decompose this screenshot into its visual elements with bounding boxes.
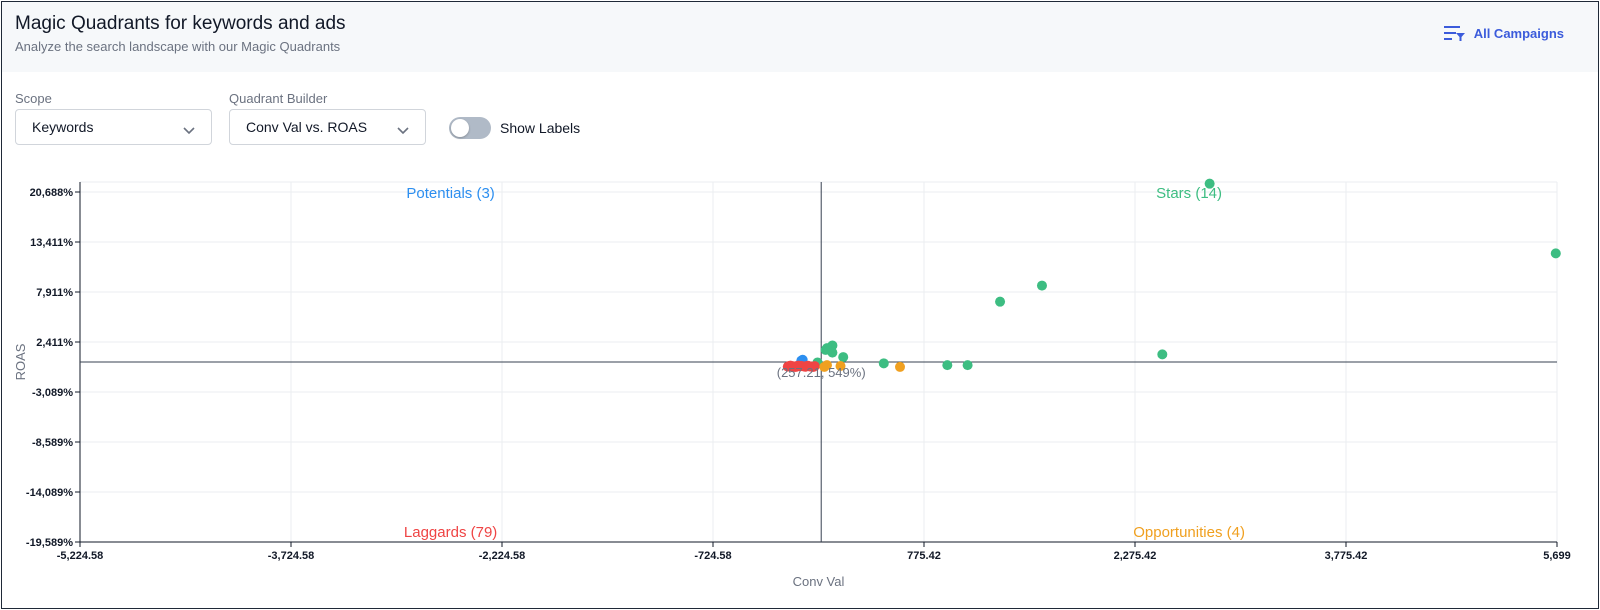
filter-list-icon — [1443, 24, 1466, 42]
quadrant-center-label: (257.21, 549%) — [777, 365, 866, 380]
data-point-stars — [942, 360, 953, 371]
y-tick-label: -19,589% — [26, 537, 73, 549]
quadrant-builder-label: Quadrant Builder — [229, 91, 328, 106]
x-tick-label: -3,724.58 — [268, 550, 314, 562]
chevron-down-icon — [183, 122, 195, 138]
data-point-stars — [1550, 248, 1561, 259]
x-tick-label: 3,775.42 — [1325, 550, 1368, 562]
y-tick-label: 2,411% — [36, 337, 73, 349]
quadrant-builder-select[interactable]: Conv Val vs. ROAS — [229, 109, 426, 145]
data-point-opportunities — [821, 360, 832, 371]
data-point-opportunities — [895, 361, 906, 372]
data-point-stars — [962, 360, 973, 371]
data-point-stars — [827, 347, 838, 358]
y-tick-label: 7,911% — [36, 287, 73, 299]
page-header: Magic Quadrants for keywords and ads Ana… — [2, 2, 1598, 72]
y-tick-label: 13,411% — [30, 237, 73, 249]
page-subtitle: Analyze the search landscape with our Ma… — [15, 39, 341, 54]
quadrant-label-potentials: Potentials (3) — [406, 185, 494, 202]
y-tick-label: -14,089% — [26, 487, 73, 499]
data-point-stars — [1204, 178, 1215, 189]
data-point-stars — [995, 296, 1006, 307]
quadrant-label-laggards: Laggards (79) — [404, 524, 497, 541]
x-axis-title: Conv Val — [793, 574, 845, 589]
x-tick-label: 775.42 — [907, 550, 941, 562]
quadrant-builder-value: Conv Val vs. ROAS — [246, 119, 368, 135]
data-point-stars — [838, 352, 849, 363]
chevron-down-icon — [397, 122, 409, 138]
x-tick-label: -5,224.58 — [57, 550, 103, 562]
y-tick-label: -8,589% — [32, 437, 73, 449]
x-tick-label: -2,224.58 — [479, 550, 525, 562]
show-labels-control: Show Labels — [449, 117, 580, 139]
x-tick-label: 5,699 — [1543, 550, 1571, 562]
toggle-knob — [451, 119, 469, 137]
data-point-stars — [878, 358, 889, 369]
scope-select[interactable]: Keywords — [15, 109, 212, 145]
scope-value: Keywords — [32, 119, 94, 135]
all-campaigns-button[interactable]: All Campaigns — [1443, 24, 1564, 42]
x-tick-label: 2,275.42 — [1114, 550, 1157, 562]
quadrant-label-stars: Stars (14) — [1156, 185, 1222, 202]
all-campaigns-label: All Campaigns — [1473, 25, 1564, 41]
quadrant-label-opportunities: Opportunities (4) — [1133, 524, 1245, 541]
page-title: Magic Quadrants for keywords and ads — [15, 13, 346, 34]
data-point-stars — [1036, 280, 1047, 291]
scope-label: Scope — [15, 91, 52, 106]
x-tick-label: -724.58 — [694, 550, 731, 562]
y-axis-title: ROAS — [13, 343, 28, 380]
y-tick-label: -3,089% — [32, 387, 73, 399]
data-point-opportunities — [835, 361, 846, 372]
show-labels-label: Show Labels — [500, 120, 581, 136]
show-labels-toggle[interactable] — [449, 117, 491, 139]
y-tick-label: 20,688% — [30, 187, 74, 199]
data-point-laggards — [808, 361, 819, 372]
data-point-stars — [1157, 349, 1168, 360]
